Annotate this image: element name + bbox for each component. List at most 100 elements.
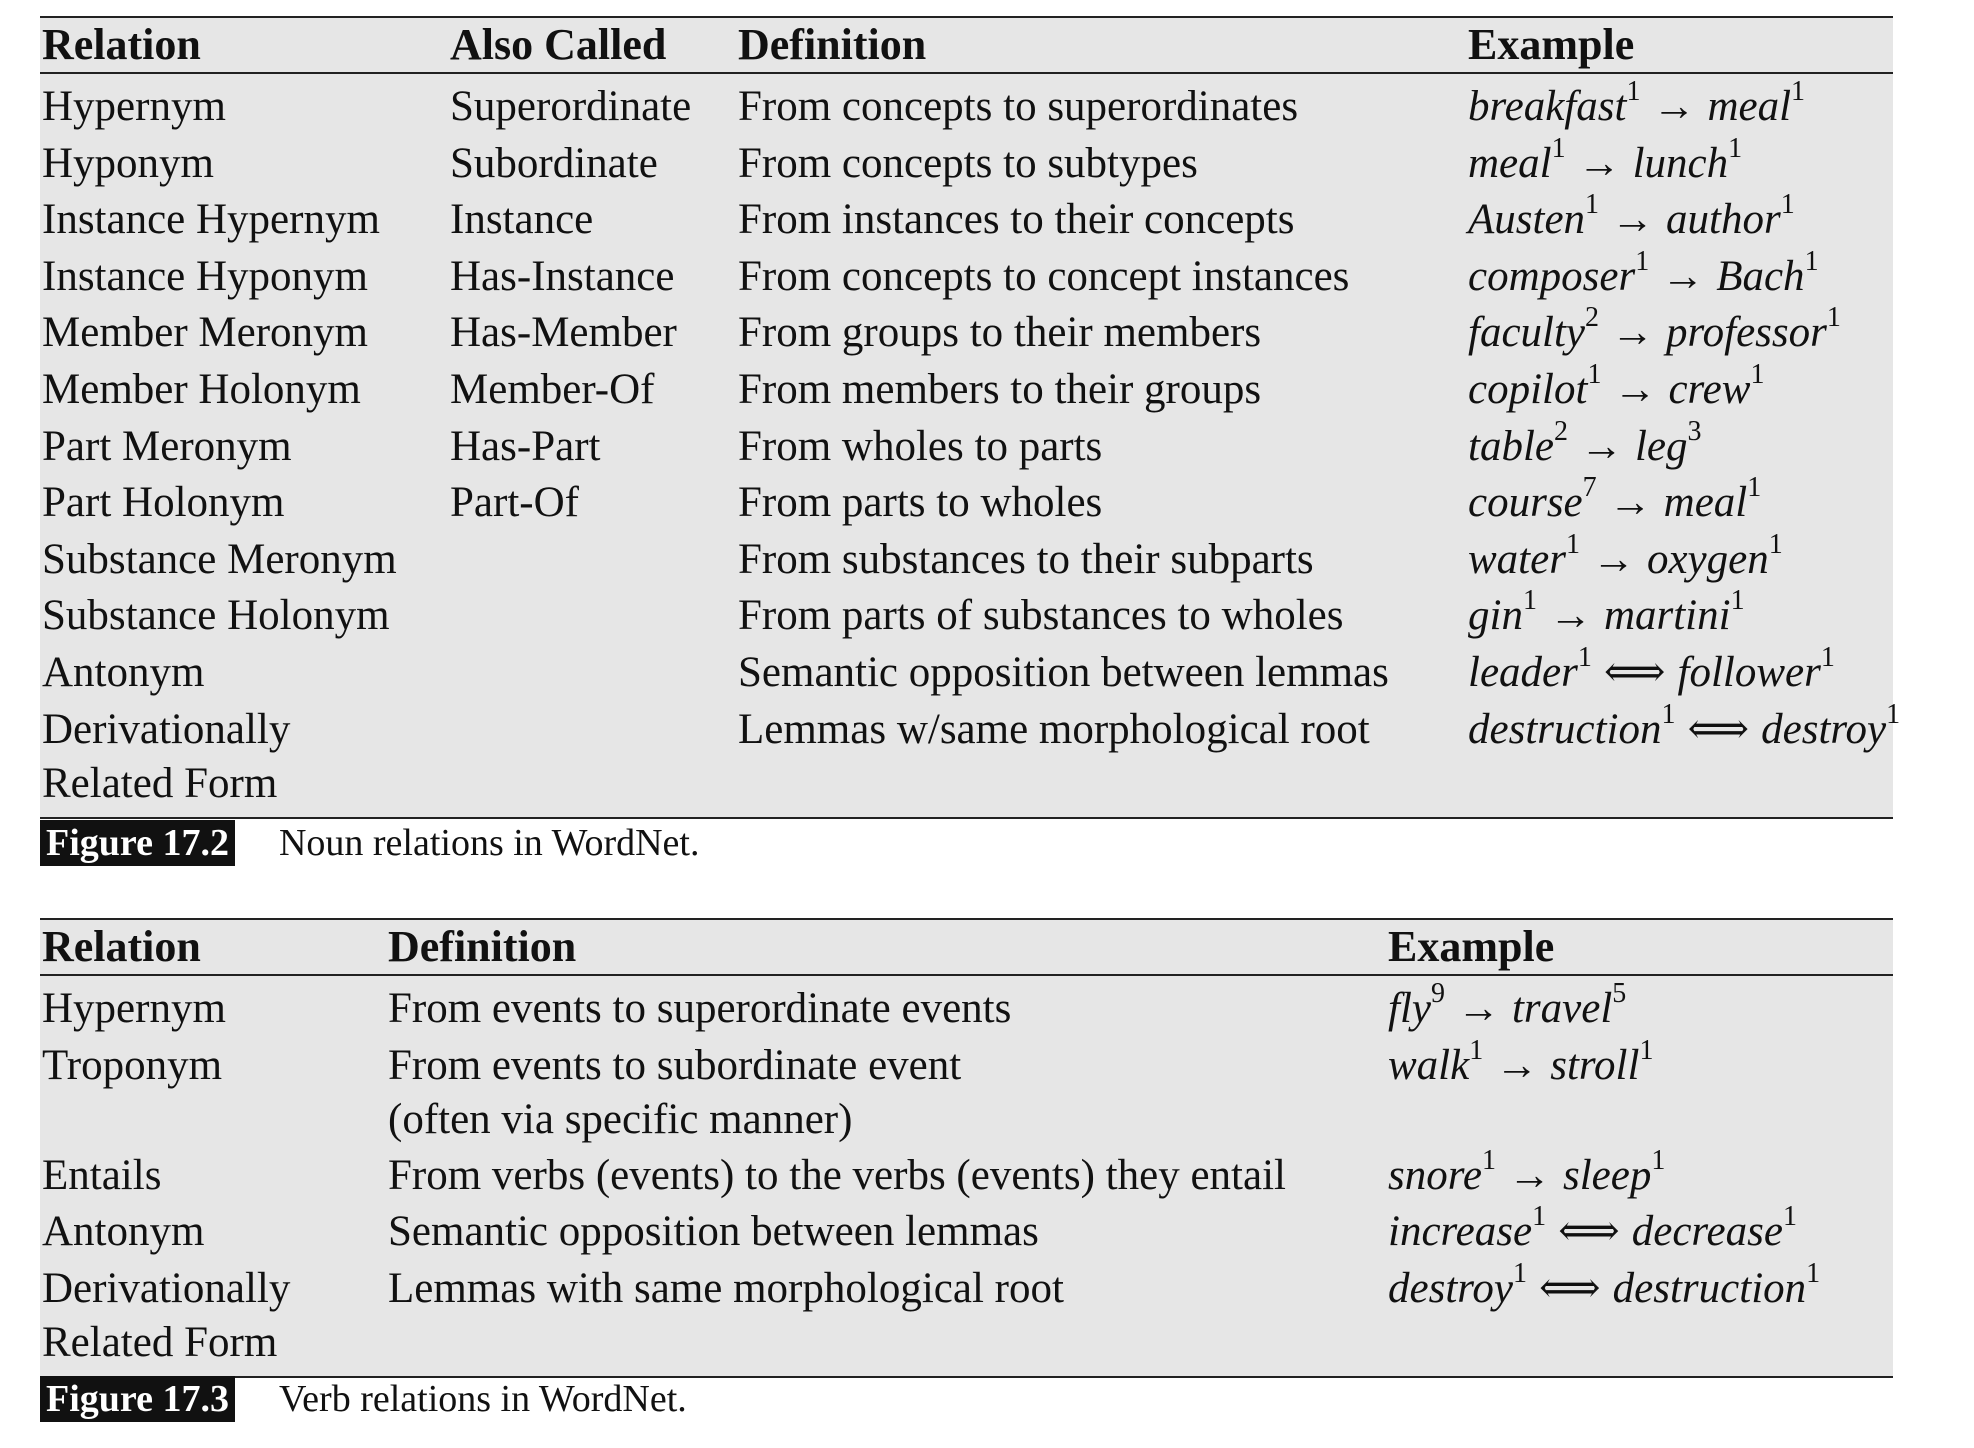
also-called-cell: Part-Of [450, 479, 579, 527]
example-target-sense: 1 [1750, 358, 1765, 390]
relation-cell: Derivationally Related Form [42, 1264, 291, 1366]
example-target-sense: 3 [1687, 415, 1702, 447]
example-target-sense: 1 [1782, 1201, 1797, 1233]
definition-cell: From events to superordinate events [388, 985, 1012, 1032]
example-source-sense: 1 [1661, 698, 1676, 730]
example-cell: faculty2 → professor1 [1468, 304, 1841, 360]
example-target-word: martini [1603, 592, 1731, 640]
example-cell: Austen1 → author1 [1468, 191, 1795, 247]
example-source-word: Austen [1468, 196, 1586, 244]
example-target-sense: 1 [1651, 1144, 1666, 1176]
example-source-word: copilot [1468, 365, 1588, 413]
header-definition: Definition [388, 922, 577, 971]
example-target-sense: 1 [1747, 472, 1762, 504]
example-source-word: table [1468, 422, 1554, 470]
table-row: Substance Meronym From substances to thei… [40, 530, 1893, 590]
example-target-word: travel [1511, 985, 1613, 1032]
table-row: Antonym Semantic opposition between lemma… [40, 643, 1893, 703]
table-row: Hyponym Subordinate From concepts to subty… [40, 134, 1893, 194]
example-source-sense: 1 [1587, 358, 1602, 390]
also-called-cell: Superordinate [450, 83, 692, 130]
noun-table-header: Relation Also Called Definition Example [40, 18, 1893, 74]
example-target-word: crew [1668, 365, 1751, 413]
example-source-word: breakfast [1468, 83, 1627, 130]
verb-figure-caption: Figure 17.3 Verb relations in WordNet. [40, 1376, 687, 1422]
example-source-sense: 1 [1565, 528, 1580, 560]
example-arrow: → [1661, 252, 1705, 300]
example-source-sense: 1 [1551, 132, 1566, 164]
example-target-sense: 1 [1780, 189, 1795, 221]
definition-cell: From members to their groups [738, 365, 1262, 413]
example-source-word: increase [1388, 1208, 1533, 1256]
example-cell: gin1 → martini1 [1468, 587, 1745, 643]
example-target-word: sleep [1562, 1151, 1652, 1199]
header-definition: Definition [738, 20, 927, 69]
example-arrow: ⟺ [1687, 705, 1750, 753]
table-row: Derivationally Related Form Lemmas w/same… [40, 700, 1900, 813]
example-target-word: oxygen [1646, 535, 1769, 583]
definition-cell: Semantic opposition between lemmas [388, 1208, 1039, 1256]
example-target-word: meal [1663, 479, 1748, 527]
example-source-sense: 7 [1582, 472, 1597, 504]
example-cell: composer1 → Bach1 [1468, 247, 1819, 304]
noun-table-body: Hypernym Superordinate From concepts to su… [40, 74, 1900, 817]
definition-cell: From parts of substances to wholes [738, 592, 1344, 640]
example-source-sense: 1 [1626, 76, 1641, 107]
example-target-word: Bach [1716, 252, 1805, 300]
example-source-sense: 1 [1585, 189, 1600, 221]
relation-cell: Troponym [42, 1041, 223, 1089]
relation-cell: Hypernym [42, 985, 226, 1032]
example-target-sense: 1 [1806, 1257, 1821, 1289]
example-arrow: → [1591, 535, 1635, 583]
definition-cell: From concepts to superordinates [738, 83, 1299, 130]
noun-figure-caption: Figure 17.2 Noun relations in WordNet. [40, 820, 699, 866]
example-arrow: → [1456, 985, 1500, 1032]
example-target-word: follower [1677, 648, 1821, 696]
example-target-word: stroll [1550, 1041, 1640, 1089]
also-called-cell: Has-Part [450, 422, 601, 470]
example-target-sense: 5 [1612, 978, 1627, 1009]
table-row: Part Meronym Has-Part From wholes to parts… [40, 417, 1893, 477]
table-row: Instance Hyponym Has-Instance From concept… [40, 247, 1893, 307]
example-target-sense: 1 [1791, 76, 1806, 107]
definition-cell: From wholes to parts [738, 422, 1103, 470]
definition-cell: From concepts to concept instances [738, 252, 1350, 300]
definition-cell: From verbs (events) to the verbs (events… [388, 1151, 1286, 1199]
relation-cell: Part Holonym [42, 479, 285, 527]
header-relation: Relation [42, 922, 201, 971]
example-arrow: ⟺ [1603, 648, 1666, 696]
example-source-word: destruction [1468, 705, 1662, 753]
relation-cell: Antonym [42, 648, 205, 696]
example-source-word: leader [1468, 648, 1578, 696]
example-arrow: → [1611, 309, 1655, 357]
example-target-sense: 1 [1730, 585, 1745, 617]
header-relation: Relation [42, 20, 201, 69]
example-arrow: ⟺ [1558, 1208, 1620, 1256]
example-source-sense: 1 [1577, 641, 1592, 673]
header-example: Example [1468, 20, 1635, 69]
relation-cell: Member Holonym [42, 365, 361, 413]
definition-cell: From substances to their subparts [738, 535, 1314, 583]
example-cell: increase1 ⟺ decrease1 [1388, 1203, 1797, 1259]
table-row: Substance Holonym From parts of substance… [40, 587, 1893, 646]
example-target-word: leg [1634, 422, 1688, 470]
relation-cell: Substance Holonym [42, 592, 390, 640]
example-source-word: destroy [1388, 1264, 1513, 1312]
example-target-sense: 1 [1768, 528, 1783, 560]
relation-cell: Part Meronym [42, 422, 292, 470]
example-source-sense: 1 [1635, 245, 1650, 277]
verb-relations-table: Relation Definition Example Hypernym From… [40, 918, 1893, 1378]
example-target-sense: 1 [1728, 132, 1743, 164]
example-target-sense: 1 [1826, 302, 1841, 334]
definition-cell: From instances to their concepts [738, 196, 1295, 244]
example-source-sense: 1 [1522, 585, 1537, 617]
caption-text: Verb relations in WordNet. [278, 1378, 687, 1420]
example-arrow: → [1507, 1151, 1551, 1199]
example-cell: meal1 → lunch1 [1468, 134, 1742, 191]
example-arrow: → [1579, 422, 1623, 470]
example-source-word: fly [1388, 985, 1431, 1032]
table-row: Antonym Semantic opposition between lemma… [40, 1203, 1893, 1262]
definition-cell: From events to subordinate event (often … [388, 1041, 962, 1143]
example-arrow: → [1608, 479, 1652, 527]
also-called-cell: Has-Instance [450, 252, 675, 300]
